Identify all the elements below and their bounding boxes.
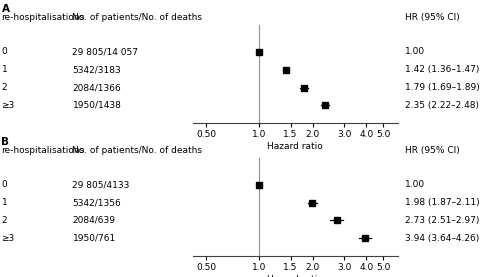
Text: 1.00: 1.00 [405,47,425,56]
Text: 1: 1 [2,198,7,207]
Text: 5342/1356: 5342/1356 [72,198,121,207]
Text: B: B [2,137,10,147]
X-axis label: Hazard ratio: Hazard ratio [267,142,323,151]
Text: 5342/3183: 5342/3183 [72,65,121,74]
Text: HR (95% CI): HR (95% CI) [405,146,460,155]
Text: re-hospitalisations: re-hospitalisations [2,146,85,155]
Text: ≥3: ≥3 [2,101,15,110]
Text: 2084/639: 2084/639 [72,216,116,225]
Text: 1.79 (1.69–1.89): 1.79 (1.69–1.89) [405,83,480,92]
Text: 1: 1 [2,65,7,74]
Text: 29 805/4133: 29 805/4133 [72,180,130,189]
Text: No. of patients/No. of deaths: No. of patients/No. of deaths [72,13,202,22]
Text: 2084/1366: 2084/1366 [72,83,121,92]
Text: 2.35 (2.22–2.48): 2.35 (2.22–2.48) [405,101,479,110]
Text: ≥3: ≥3 [2,234,15,243]
Text: 1.98 (1.87–2.11): 1.98 (1.87–2.11) [405,198,479,207]
Text: 2: 2 [2,83,7,92]
Text: re-hospitalisations: re-hospitalisations [2,13,85,22]
Text: 0: 0 [2,180,7,189]
Text: 3.94 (3.64–4.26): 3.94 (3.64–4.26) [405,234,479,243]
Text: 1.42 (1.36–1.47): 1.42 (1.36–1.47) [405,65,479,74]
Text: 0: 0 [2,47,7,56]
Text: A: A [2,4,10,14]
X-axis label: Hazard ratio: Hazard ratio [267,275,323,277]
Text: HR (95% CI): HR (95% CI) [405,13,460,22]
Text: 1950/761: 1950/761 [72,234,116,243]
Text: 1.00: 1.00 [405,180,425,189]
Text: No. of patients/No. of deaths: No. of patients/No. of deaths [72,146,202,155]
Text: 2.73 (2.51–2.97): 2.73 (2.51–2.97) [405,216,479,225]
Text: 29 805/14 057: 29 805/14 057 [72,47,138,56]
Text: 2: 2 [2,216,7,225]
Text: 1950/1438: 1950/1438 [72,101,122,110]
